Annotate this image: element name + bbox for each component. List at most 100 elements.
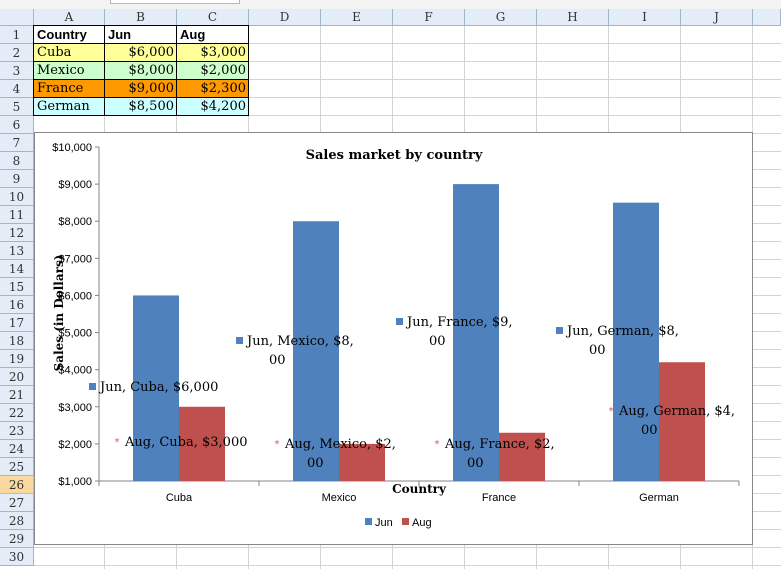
chart-area[interactable]: Sales market by country $1,000 $2,000 $3,00… [34,132,753,545]
row-header-12[interactable]: 12 [0,224,34,242]
bar-jun-cuba[interactable] [133,295,179,481]
column-header-g[interactable]: G [465,9,537,26]
table-cell-jun[interactable]: $8,500 [105,98,177,116]
bar-aug-german[interactable] [659,362,705,481]
row-header-25[interactable]: 25 [0,458,34,476]
data-label-marker: * [275,439,280,450]
row-header-15[interactable]: 15 [0,278,34,296]
row-header-26[interactable]: 26 [0,476,34,494]
row-header-27[interactable]: 27 [0,494,34,512]
data-label-jun-cuba: Jun, Cuba, $6,000 [98,380,218,395]
row-header-3[interactable]: 3 [0,62,34,80]
row-header-28[interactable]: 28 [0,512,34,530]
bar-jun-mexico[interactable] [293,221,339,481]
bar-jun-german[interactable] [613,202,659,481]
data-label-aug-mexico: Aug, Mexico, $2, 00 [284,437,396,471]
row-header-24[interactable]: 24 [0,440,34,458]
row-header-14[interactable]: 14 [0,260,34,278]
table-cell-country[interactable]: Cuba [34,44,105,62]
data-label-aug-german: Aug, German, $4, 00 [618,404,735,438]
grid-row-line [0,97,781,98]
data-label-marker [236,337,243,344]
row-header-1[interactable]: 1 [0,26,34,44]
table-cell-jun[interactable]: $8,000 [105,62,177,80]
x-tick-label-france: France [482,492,516,504]
table-cell-country[interactable]: Mexico [34,62,105,80]
bar-aug-cuba[interactable] [179,406,225,481]
row-header-22[interactable]: 22 [0,404,34,422]
row-header-11[interactable]: 11 [0,206,34,224]
y-tick-label: $8,000 [58,216,92,228]
data-label-jun-france: Jun, France, $9, 00 [405,315,513,349]
row-header-4[interactable]: 4 [0,80,34,98]
bar-jun-france[interactable] [453,184,499,481]
data-label-marker [396,318,403,325]
chart-title: Sales market by country [306,148,483,163]
row-header-6[interactable]: 6 [0,116,34,134]
data-label-aug-cuba: Aug, Cuba, $3,000 [124,435,248,450]
row-header-20[interactable]: 20 [0,368,34,386]
row-header-13[interactable]: 13 [0,242,34,260]
column-header-e[interactable]: E [321,9,393,26]
y-axis-label: Sales (in Dollars) [52,255,66,372]
table-header-aug[interactable]: Aug [180,27,206,42]
grid-row-line [0,115,781,116]
formula-box-edge [110,0,240,4]
legend-label-jun[interactable]: Jun [375,517,393,529]
column-header-f[interactable]: F [393,9,465,26]
table-cell-aug[interactable]: $2,300 [177,80,249,98]
table-cell-aug[interactable]: $3,000 [177,44,249,62]
y-tick-label: $6,000 [58,290,92,302]
grid-row-line [0,547,781,548]
row-header-17[interactable]: 17 [0,314,34,332]
column-header-j[interactable]: J [681,9,753,26]
data-label-marker: * [115,437,120,448]
table-header-jun[interactable]: Jun [108,27,132,42]
row-header-8[interactable]: 8 [0,152,34,170]
grid-row-line [0,565,781,566]
table-cell-aug[interactable]: $4,200 [177,98,249,116]
legend-label-aug[interactable]: Aug [412,517,432,529]
column-header-c[interactable]: C [177,9,249,26]
y-tick-label: $1,000 [58,476,92,488]
row-header-30[interactable]: 30 [0,548,34,566]
row-header-18[interactable]: 18 [0,332,34,350]
table-header-country[interactable]: Country [37,27,87,42]
y-tick-label: $4,000 [58,365,92,377]
row-header-16[interactable]: 16 [0,296,34,314]
table-cell-aug[interactable]: $2,000 [177,62,249,80]
bar-aug-mexico[interactable] [339,443,385,481]
column-header-blank [753,9,781,26]
row-header-2[interactable]: 2 [0,44,34,62]
data-label-marker: * [609,406,614,417]
select-all-corner[interactable] [0,9,34,26]
row-header-21[interactable]: 21 [0,386,34,404]
row-header-23[interactable]: 23 [0,422,34,440]
row-header-10[interactable]: 10 [0,188,34,206]
table-cell-jun[interactable]: $6,000 [105,44,177,62]
row-header-19[interactable]: 19 [0,350,34,368]
row-header-7[interactable]: 7 [0,134,34,152]
y-tick-label: $10,000 [52,142,92,154]
row-header-5[interactable]: 5 [0,98,34,116]
column-header-i[interactable]: I [609,9,681,26]
row-header-29[interactable]: 29 [0,530,34,548]
data-label-jun-mexico: Jun, Mexico, $8, 00 [245,334,354,368]
column-header-h[interactable]: H [537,9,609,26]
table-cell-jun[interactable]: $9,000 [105,80,177,98]
x-axis-label: Country [392,482,447,496]
row-header-9[interactable]: 9 [0,170,34,188]
table-cell-country[interactable]: France [34,80,105,98]
x-tick-label-mexico: Mexico [322,492,357,504]
x-tick-label-german: German [639,492,679,504]
bar-aug-france[interactable] [499,432,545,481]
column-header-a[interactable]: A [34,9,105,26]
column-header-d[interactable]: D [249,9,321,26]
table-cell-country[interactable]: German [34,98,105,116]
data-label-marker: * [435,439,440,450]
column-header-b[interactable]: B [105,9,177,26]
x-tick-label-cuba: Cuba [166,492,193,504]
data-label-jun-german: Jun, German, $8, 00 [565,324,679,358]
legend-swatch-jun [365,518,372,525]
